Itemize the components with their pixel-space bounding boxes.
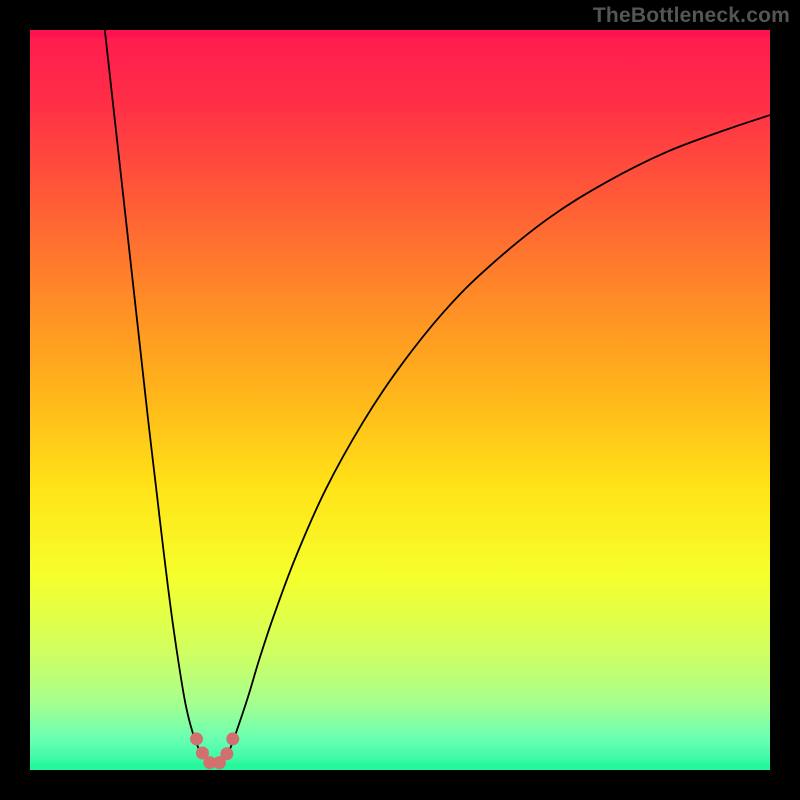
top-accent xyxy=(30,30,770,37)
dip-marker xyxy=(226,732,239,745)
plot-area xyxy=(30,30,770,770)
baseline-band xyxy=(30,763,770,770)
dip-marker xyxy=(190,732,203,745)
gradient-background xyxy=(30,30,770,770)
bottleneck-curve-chart xyxy=(30,30,770,770)
chart-frame: TheBottleneck.com xyxy=(0,0,800,800)
dip-marker xyxy=(220,747,233,760)
watermark-label: TheBottleneck.com xyxy=(593,4,790,28)
